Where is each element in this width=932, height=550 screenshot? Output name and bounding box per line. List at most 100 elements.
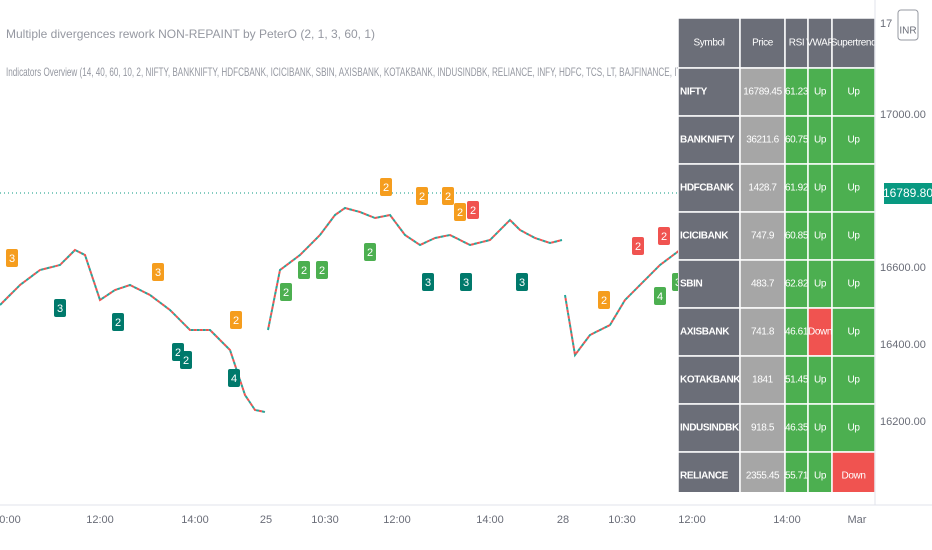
divergence-marker: [280, 283, 292, 301]
table-text: Up: [848, 375, 861, 386]
candles: [0, 248, 266, 413]
table-text: Up: [814, 375, 827, 386]
table-text: 46.35: [785, 423, 809, 434]
time-label: 12:00: [86, 514, 114, 526]
price-label: 16400.00: [880, 339, 926, 351]
divergence-label: 2: [183, 355, 189, 367]
table-cell: [678, 451, 741, 492]
divergence-marker: [598, 291, 610, 309]
currency-box[interactable]: [897, 9, 919, 41]
table-cell: [678, 211, 741, 261]
price-axis: 17 17000.00 16600.00 16400.00 16200.00: [880, 18, 926, 428]
table-text: Up: [814, 87, 827, 98]
table-cell: [807, 115, 833, 165]
time-axis: 0:00 12:00 14:00 25 10:30 12:00 14:00 28 10:30 12…: [0, 514, 867, 526]
table-text: INDUSINDBK: [680, 423, 740, 434]
divergence-label: 2: [470, 205, 476, 217]
column-header: Price: [752, 38, 774, 49]
divergence-marker: [516, 273, 528, 291]
table-text: 2355.45: [746, 471, 780, 482]
table-cell: [807, 403, 833, 453]
divergence-marker: [654, 287, 666, 305]
divergence-marker: [422, 273, 434, 291]
divergence-label: 2: [445, 191, 451, 203]
currency: INR: [899, 26, 916, 37]
indicator-title: Indicators Overview (14, 40, 60, 10, 2, …: [6, 65, 690, 79]
table-text: 51.45: [785, 375, 809, 386]
divergence-marker: [460, 273, 472, 291]
indicator-title: Multiple divergences rework NON-REPAINT …: [6, 27, 375, 41]
table-text: Up: [814, 279, 827, 290]
table-text: Up: [848, 423, 861, 434]
table-text: Up: [814, 231, 827, 242]
candles: [0, 248, 266, 413]
column-header: VWAP: [806, 38, 834, 49]
divergence-marker: [380, 178, 392, 196]
table-cell: [831, 307, 876, 357]
table-text: Up: [848, 279, 861, 290]
price-label: 17000.00: [880, 109, 926, 121]
divergence-marker: [54, 299, 66, 317]
time-label: 0:00: [0, 514, 21, 526]
table-cell: [739, 67, 786, 117]
table-text: Up: [848, 327, 861, 338]
divergence-marker: [298, 261, 310, 279]
divergence-label: 3: [57, 303, 63, 315]
column-header: RSI: [789, 38, 804, 49]
table-text: BANKNIFTY: [680, 135, 735, 146]
time-label: 10:30: [311, 514, 339, 526]
price-label: 16600.00: [880, 262, 926, 274]
table-text: 1428.7: [748, 183, 777, 194]
table-text: 61.23: [785, 87, 809, 98]
divergence-marker: [6, 249, 18, 267]
table-text: 1841: [752, 375, 773, 386]
divergence-marker: [454, 203, 466, 221]
table-text: 36211.6: [746, 135, 779, 146]
table-text: 483.7: [751, 279, 775, 290]
time-label: 14:00: [773, 514, 801, 526]
candles: [267, 206, 563, 331]
divergence-label: 2: [661, 231, 667, 243]
divergence-label: 2: [383, 182, 389, 194]
table-cell: [678, 307, 741, 357]
divergence-label: 3: [463, 277, 469, 289]
table-text: Up: [848, 183, 861, 194]
divergence-label: 2: [635, 241, 641, 253]
divergence-label: 2: [301, 265, 307, 277]
table-text: SBIN: [680, 279, 702, 290]
divergence-label: 3: [9, 253, 15, 265]
table-cell: [831, 451, 876, 492]
time-label: 12:00: [383, 514, 411, 526]
table-text: 62.82: [785, 279, 809, 290]
table-text: Down: [842, 471, 866, 482]
table-text: NIFTY: [680, 87, 708, 98]
table-text: AXISBANK: [680, 327, 730, 338]
table-text: 61.92: [785, 183, 809, 194]
column-header: Supertrend: [831, 38, 876, 49]
divergence-marker: [632, 237, 644, 255]
divergence-marker: [364, 243, 376, 261]
table-cell: [831, 115, 876, 165]
divergence-label: 2: [115, 317, 121, 329]
table-text: 46.61: [785, 327, 809, 338]
divergence-label: 2: [319, 265, 325, 277]
divergence-marker: [442, 187, 454, 205]
time-label: 28: [557, 514, 569, 526]
divergence-marker: [180, 351, 192, 369]
time-label: 25: [260, 514, 272, 526]
table-text: Up: [848, 231, 861, 242]
table-text: 55.71: [785, 471, 809, 482]
column-header: Symbol: [694, 38, 725, 49]
table-cell: [807, 451, 833, 492]
divergence-marker: [316, 261, 328, 279]
divergence-marker: [467, 201, 479, 219]
divergence-marker: [230, 311, 242, 329]
divergence-label: 2: [601, 295, 607, 307]
table-text: HDFCBANK: [680, 183, 735, 194]
time-label: 10:30: [608, 514, 636, 526]
time-label: 12:00: [678, 514, 706, 526]
table-text: 60.85: [785, 231, 809, 242]
table-text: Up: [848, 135, 861, 146]
price-label: 17: [880, 18, 892, 30]
